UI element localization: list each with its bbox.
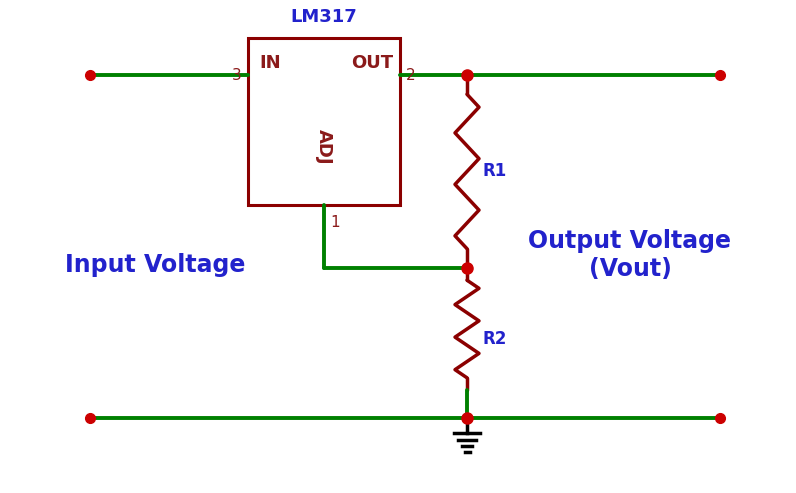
Text: R1: R1 [483, 163, 507, 180]
Text: 1: 1 [330, 215, 340, 230]
Text: Output Voltage
(Vout): Output Voltage (Vout) [529, 229, 732, 281]
Text: R2: R2 [483, 330, 507, 348]
Text: OUT: OUT [351, 54, 393, 72]
Text: IN: IN [259, 54, 281, 72]
Text: LM317: LM317 [291, 8, 357, 26]
Bar [248, 38, 400, 205]
Text: Input Voltage: Input Voltage [64, 253, 245, 277]
Text: ADJ: ADJ [315, 129, 333, 164]
Text: 2: 2 [406, 68, 416, 82]
Text: 3: 3 [232, 68, 242, 82]
